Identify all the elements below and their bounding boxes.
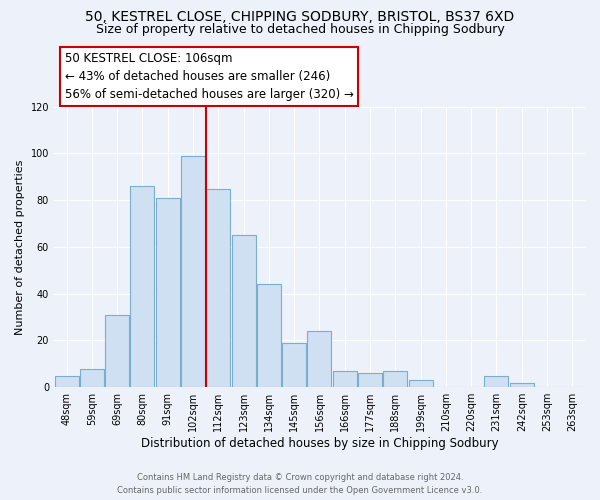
Bar xyxy=(156,198,180,387)
Text: Size of property relative to detached houses in Chipping Sodbury: Size of property relative to detached ho… xyxy=(95,22,505,36)
Bar xyxy=(510,382,534,387)
Bar xyxy=(130,186,154,387)
Bar xyxy=(181,156,205,387)
Bar xyxy=(484,376,508,387)
Bar xyxy=(307,331,331,387)
Bar xyxy=(206,188,230,387)
Text: Contains HM Land Registry data © Crown copyright and database right 2024.
Contai: Contains HM Land Registry data © Crown c… xyxy=(118,473,482,495)
Bar xyxy=(383,371,407,387)
Bar xyxy=(55,376,79,387)
Bar xyxy=(80,368,104,387)
Bar xyxy=(409,380,433,387)
Bar xyxy=(282,343,306,387)
Bar xyxy=(105,314,129,387)
Text: 50 KESTREL CLOSE: 106sqm
← 43% of detached houses are smaller (246)
56% of semi-: 50 KESTREL CLOSE: 106sqm ← 43% of detach… xyxy=(65,52,353,101)
Bar xyxy=(333,371,357,387)
Text: 50, KESTREL CLOSE, CHIPPING SODBURY, BRISTOL, BS37 6XD: 50, KESTREL CLOSE, CHIPPING SODBURY, BRI… xyxy=(85,10,515,24)
Bar xyxy=(257,284,281,387)
Y-axis label: Number of detached properties: Number of detached properties xyxy=(15,160,25,334)
X-axis label: Distribution of detached houses by size in Chipping Sodbury: Distribution of detached houses by size … xyxy=(140,437,498,450)
Bar xyxy=(358,373,382,387)
Bar xyxy=(232,236,256,387)
